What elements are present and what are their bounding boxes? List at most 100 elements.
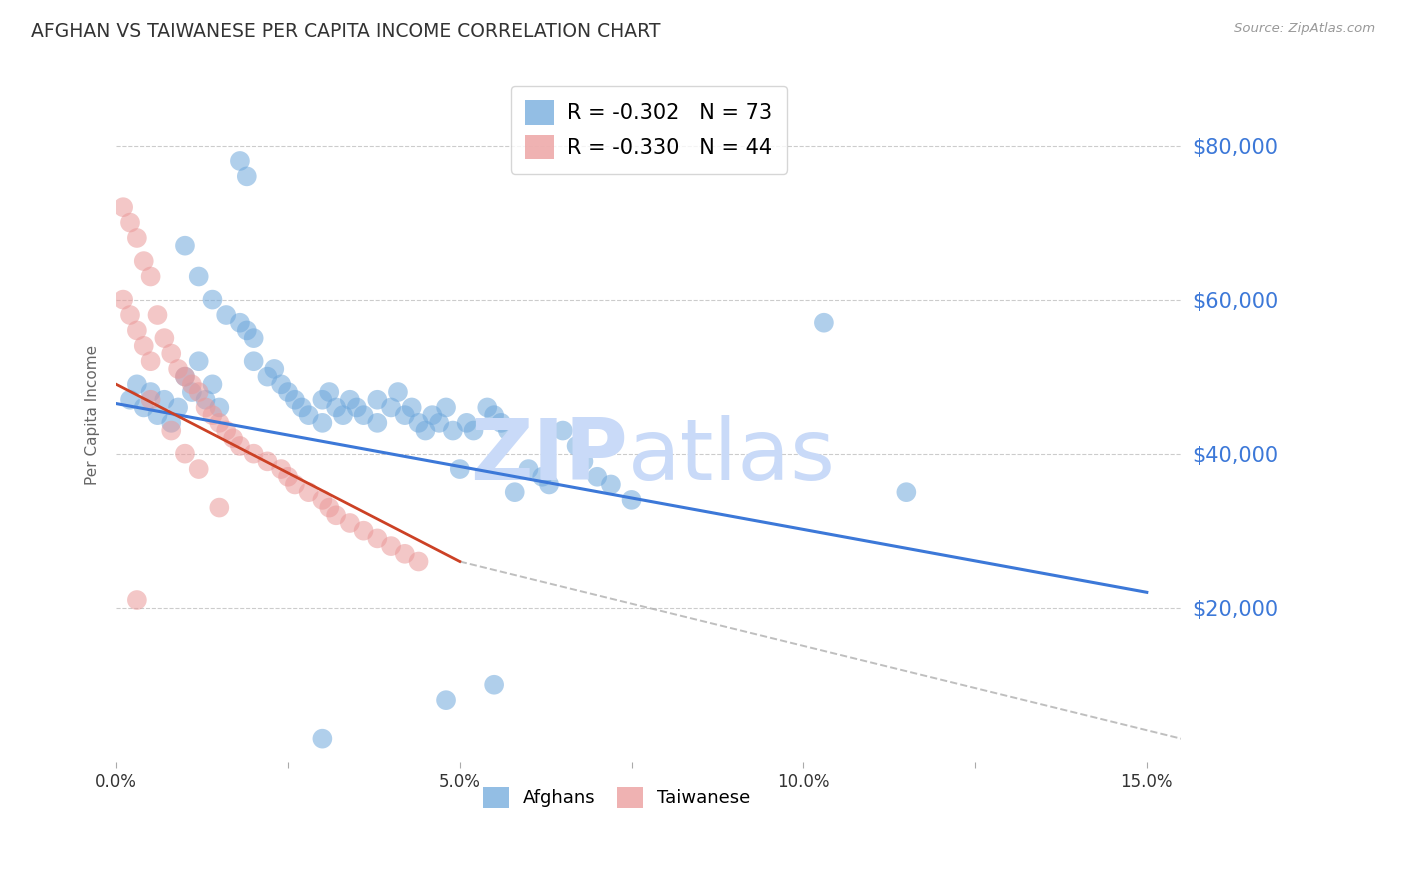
Point: [415, 424, 437, 438]
Point: [187, 354, 209, 368]
Point: [482, 678, 505, 692]
Point: [813, 316, 835, 330]
Point: [118, 308, 141, 322]
Point: [339, 516, 361, 530]
Point: [201, 408, 224, 422]
Point: [256, 454, 278, 468]
Point: [215, 424, 238, 438]
Point: [291, 401, 314, 415]
Point: [463, 424, 485, 438]
Point: [380, 539, 402, 553]
Point: [146, 408, 169, 422]
Point: [236, 169, 259, 184]
Point: [194, 392, 217, 407]
Point: [125, 231, 148, 245]
Text: atlas: atlas: [627, 416, 835, 499]
Point: [229, 439, 252, 453]
Point: [318, 500, 340, 515]
Text: ZIP: ZIP: [470, 416, 627, 499]
Point: [284, 477, 307, 491]
Point: [441, 424, 464, 438]
Point: [222, 431, 245, 445]
Point: [586, 469, 609, 483]
Point: [242, 331, 264, 345]
Point: [366, 416, 388, 430]
Point: [118, 392, 141, 407]
Point: [174, 369, 197, 384]
Point: [256, 369, 278, 384]
Point: [325, 508, 347, 523]
Point: [270, 462, 292, 476]
Y-axis label: Per Capita Income: Per Capita Income: [86, 345, 100, 485]
Point: [311, 416, 333, 430]
Point: [215, 308, 238, 322]
Point: [408, 416, 430, 430]
Point: [208, 416, 231, 430]
Point: [132, 401, 155, 415]
Point: [503, 485, 526, 500]
Point: [201, 377, 224, 392]
Point: [167, 401, 190, 415]
Point: [427, 416, 450, 430]
Point: [318, 385, 340, 400]
Point: [270, 377, 292, 392]
Point: [538, 477, 561, 491]
Point: [420, 408, 443, 422]
Text: AFGHAN VS TAIWANESE PER CAPITA INCOME CORRELATION CHART: AFGHAN VS TAIWANESE PER CAPITA INCOME CO…: [31, 22, 661, 41]
Point: [208, 500, 231, 515]
Point: [180, 377, 202, 392]
Point: [208, 401, 231, 415]
Point: [132, 339, 155, 353]
Point: [366, 392, 388, 407]
Point: [482, 408, 505, 422]
Point: [160, 424, 183, 438]
Legend: Afghans, Taiwanese: Afghans, Taiwanese: [477, 780, 758, 815]
Point: [517, 462, 540, 476]
Point: [449, 462, 471, 476]
Point: [477, 401, 499, 415]
Point: [160, 416, 183, 430]
Point: [132, 254, 155, 268]
Point: [139, 385, 162, 400]
Point: [174, 369, 197, 384]
Point: [125, 377, 148, 392]
Point: [174, 238, 197, 252]
Point: [125, 593, 148, 607]
Point: [242, 447, 264, 461]
Point: [600, 477, 623, 491]
Point: [167, 362, 190, 376]
Point: [277, 469, 299, 483]
Point: [229, 316, 252, 330]
Point: [456, 416, 478, 430]
Point: [187, 269, 209, 284]
Point: [311, 392, 333, 407]
Point: [489, 416, 512, 430]
Point: [112, 293, 135, 307]
Point: [325, 401, 347, 415]
Point: [174, 447, 197, 461]
Point: [401, 401, 423, 415]
Point: [551, 424, 574, 438]
Point: [353, 408, 375, 422]
Point: [394, 547, 416, 561]
Point: [284, 392, 307, 407]
Point: [311, 731, 333, 746]
Point: [229, 153, 252, 168]
Point: [277, 385, 299, 400]
Point: [380, 401, 402, 415]
Point: [160, 346, 183, 360]
Point: [263, 362, 285, 376]
Point: [242, 354, 264, 368]
Point: [387, 385, 409, 400]
Point: [298, 485, 321, 500]
Point: [153, 331, 176, 345]
Point: [118, 216, 141, 230]
Point: [125, 323, 148, 337]
Point: [236, 323, 259, 337]
Point: [408, 554, 430, 568]
Point: [496, 424, 519, 438]
Point: [139, 392, 162, 407]
Point: [531, 469, 554, 483]
Point: [896, 485, 918, 500]
Point: [201, 293, 224, 307]
